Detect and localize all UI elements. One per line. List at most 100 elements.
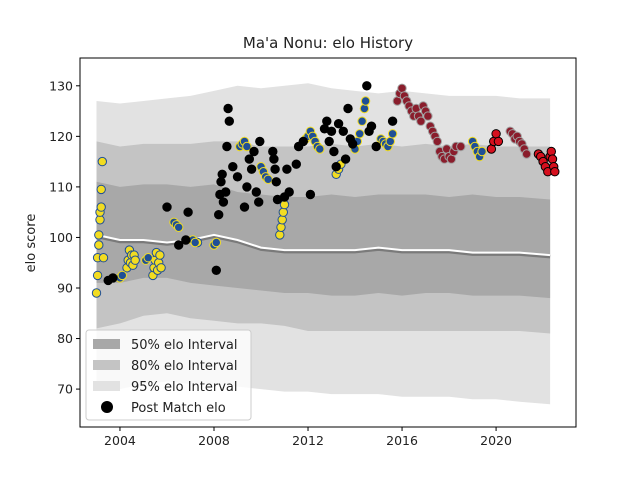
- data-point: [249, 146, 259, 157]
- data-point: [326, 126, 337, 137]
- legend: 50% elo Interval 80% elo Interval 95% el…: [85, 329, 252, 421]
- data-point: [239, 202, 250, 212]
- y-tick-label: 80: [57, 331, 73, 346]
- data-point: [232, 172, 243, 182]
- legend-swatch-80: [93, 360, 120, 370]
- data-point: [155, 250, 165, 260]
- data-point: [224, 116, 235, 126]
- post-match-points: [91, 81, 560, 298]
- x-tick-label: 2012: [292, 433, 324, 448]
- data-point: [331, 162, 341, 172]
- data-point: [156, 263, 166, 273]
- data-point: [387, 129, 398, 139]
- y-axis-title: elo score: [24, 214, 39, 273]
- median-elo-line: [96, 233, 551, 259]
- data-point: [190, 237, 200, 248]
- data-point: [359, 103, 370, 114]
- data-point: [94, 240, 104, 250]
- data-point: [432, 136, 442, 147]
- data-point: [92, 270, 103, 281]
- data-point: [343, 103, 353, 114]
- data-point: [174, 240, 184, 250]
- data-point: [108, 273, 118, 283]
- data-point: [221, 187, 231, 197]
- data-point: [263, 174, 273, 185]
- data-point: [211, 237, 222, 248]
- y-tick-label: 130: [49, 78, 73, 93]
- data-point: [117, 270, 128, 281]
- chart-title: Ma'a Nonu: elo History: [243, 34, 413, 52]
- legend-swatch-50: [93, 339, 120, 349]
- legend-label-post-match: Post Match elo: [131, 401, 226, 416]
- data-point: [174, 222, 184, 233]
- data-point: [387, 116, 398, 126]
- data-point: [546, 146, 556, 157]
- data-point: [423, 111, 433, 121]
- data-point: [217, 169, 227, 180]
- data-point: [218, 197, 229, 207]
- data-point: [162, 202, 172, 212]
- interval-bands: [96, 83, 551, 405]
- legend-marker-post-match: [101, 401, 113, 413]
- y-tick-label: 100: [49, 230, 73, 245]
- data-point: [456, 141, 466, 152]
- data-point: [181, 235, 191, 245]
- data-point: [275, 230, 285, 240]
- y-tick-label: 90: [57, 280, 73, 295]
- data-point: [521, 149, 532, 159]
- data-point: [251, 187, 261, 197]
- data-point: [348, 139, 358, 149]
- data-point: [340, 154, 351, 164]
- legend-frame: [85, 329, 252, 421]
- data-point: [96, 202, 106, 212]
- data-point: [477, 146, 487, 157]
- legend-label-50: 50% elo Interval: [131, 338, 238, 353]
- data-point: [324, 136, 334, 147]
- data-point: [338, 126, 348, 137]
- data-point: [416, 116, 426, 126]
- data-point: [491, 129, 501, 139]
- data-point: [271, 177, 281, 187]
- x-tick-label: 2004: [104, 433, 136, 448]
- data-point: [276, 222, 286, 233]
- data-point: [362, 81, 372, 91]
- data-point: [244, 154, 255, 164]
- data-point: [98, 253, 109, 263]
- x-axis-ticks: 2004 2008 2012 2016 2020: [104, 427, 512, 448]
- data-point: [268, 146, 278, 157]
- data-point: [214, 210, 224, 220]
- data-point: [242, 141, 252, 152]
- data-point: [322, 116, 332, 126]
- data-point: [298, 136, 308, 147]
- data-point: [371, 141, 381, 152]
- data-point: [355, 129, 365, 139]
- data-point: [269, 154, 279, 164]
- y-tick-label: 110: [49, 179, 73, 194]
- plot-area: [91, 81, 560, 405]
- data-point: [97, 156, 108, 167]
- data-point: [211, 265, 222, 275]
- y-tick-label: 70: [57, 382, 73, 397]
- data-point: [493, 136, 504, 147]
- data-point: [223, 103, 233, 114]
- median-shadow: [96, 234, 551, 259]
- data-point: [305, 189, 316, 200]
- median-line: [96, 233, 551, 257]
- y-axis-ticks: 70 80 90 100 110 120 130: [49, 78, 80, 397]
- data-point: [357, 116, 367, 126]
- data-point: [282, 164, 292, 174]
- data-point: [277, 215, 287, 225]
- data-point: [183, 207, 193, 217]
- data-point: [284, 187, 294, 197]
- band-50: [96, 181, 551, 299]
- data-point: [547, 154, 558, 164]
- legend-label-95: 95% elo Interval: [131, 380, 238, 395]
- data-point: [96, 184, 106, 195]
- x-tick-label: 2020: [480, 433, 512, 448]
- data-point: [216, 177, 226, 187]
- data-point: [315, 144, 325, 154]
- data-point: [255, 136, 265, 147]
- axes-frame: [79, 57, 577, 428]
- data-point: [486, 144, 497, 154]
